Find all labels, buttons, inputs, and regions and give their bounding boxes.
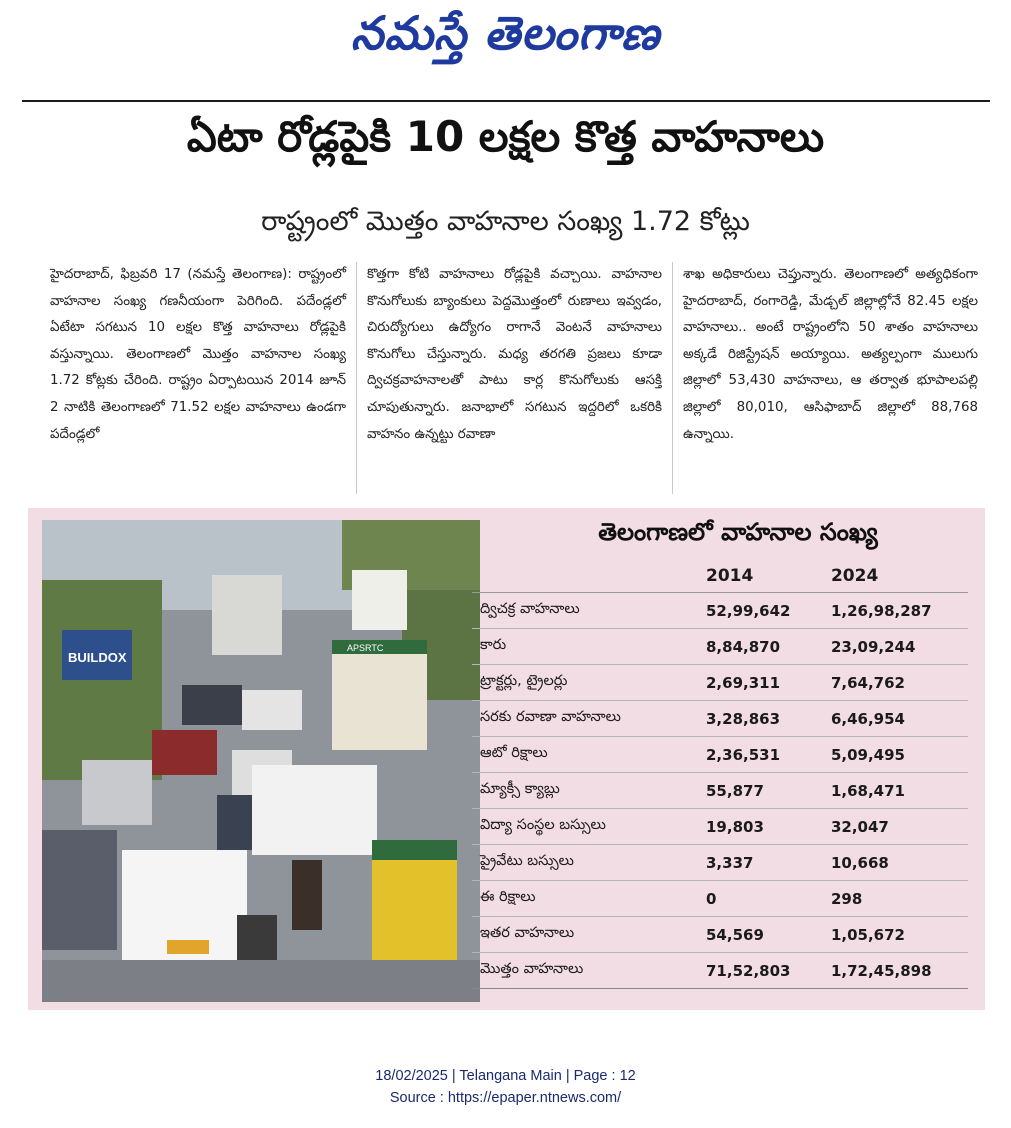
value-2014: 19,803 bbox=[698, 808, 823, 845]
value-2014: 2,69,311 bbox=[698, 664, 823, 701]
table-row: సరకు రవాణా వాహనాలు 3,28,863 6,46,954 bbox=[472, 700, 968, 737]
value-2024: 298 bbox=[822, 880, 968, 917]
table-row: ట్రాక్టర్లు, ట్రైలర్లు 2,69,311 7,64,762 bbox=[472, 664, 968, 701]
row-label: ఇతర వాహనాలు bbox=[472, 916, 698, 953]
table-header-2024: 2024 bbox=[822, 560, 968, 593]
traffic-illustration: BUILDOX APSRTC bbox=[42, 520, 480, 1002]
table-row: ఈ రిక్షాలు 0 298 bbox=[472, 880, 968, 917]
table-row: ఇతర వాహనాలు 54,569 1,05,672 bbox=[472, 916, 968, 953]
value-2024: 10,668 bbox=[822, 844, 968, 881]
traffic-photo: BUILDOX APSRTC bbox=[42, 520, 480, 1002]
row-label: ఈ రిక్షాలు bbox=[472, 880, 698, 917]
value-2024: 1,05,672 bbox=[822, 916, 968, 953]
value-2014: 54,569 bbox=[698, 916, 823, 953]
value-2014: 3,337 bbox=[698, 844, 823, 881]
row-label: సరకు రవాణా వాహనాలు bbox=[472, 700, 698, 737]
footer-edition-info: 18/02/2025 | Telangana Main | Page : 12 bbox=[375, 1068, 636, 1084]
value-2014: 55,877 bbox=[698, 772, 823, 809]
vehicle-count-table: 2014 2024 ద్విచక్ర వాహనాలు 52,99,642 1,26,… bbox=[472, 560, 968, 989]
newspaper-masthead: నమస్తే తెలంగాణ bbox=[350, 6, 661, 60]
value-2024: 32,047 bbox=[822, 808, 968, 845]
row-label: ప్రైవేటు బస్సులు bbox=[472, 844, 698, 881]
value-2024: 1,72,45,898 bbox=[822, 952, 968, 989]
value-2024: 23,09,244 bbox=[822, 628, 968, 665]
table-row-total: మొత్తం వాహనాలు 71,52,803 1,72,45,898 bbox=[472, 952, 968, 989]
table-row: ఆటో రిక్షాలు 2,36,531 5,09,495 bbox=[472, 736, 968, 773]
value-2014: 2,36,531 bbox=[698, 736, 823, 773]
article-body: హైదరాబాద్, ఫిబ్రవరి 17 (నమస్తే తెలంగాణ):… bbox=[40, 262, 988, 494]
masthead-divider bbox=[22, 100, 990, 102]
value-2024: 5,09,495 bbox=[822, 736, 968, 773]
value-2024: 1,68,471 bbox=[822, 772, 968, 809]
table-header-2014: 2014 bbox=[698, 560, 823, 593]
value-2014: 3,28,863 bbox=[698, 700, 823, 737]
table-row: విద్యా సంస్థల బస్సులు 19,803 32,047 bbox=[472, 808, 968, 845]
table-row: కారు 8,84,870 23,09,244 bbox=[472, 628, 968, 665]
photo-sign-text: BUILDOX bbox=[68, 650, 127, 665]
row-label: ద్విచక్ర వాహనాలు bbox=[472, 592, 698, 629]
table-row: ప్రైవేటు బస్సులు 3,337 10,668 bbox=[472, 844, 968, 881]
row-label: విద్యా సంస్థల బస్సులు bbox=[472, 808, 698, 845]
article-column-3: శాఖ అధికారులు చెప్తున్నారు. తెలంగాణలో అత… bbox=[672, 262, 988, 494]
table-row: మ్యాక్సీ క్యాబ్లు 55,877 1,68,471 bbox=[472, 772, 968, 809]
value-2024: 6,46,954 bbox=[822, 700, 968, 737]
photo-bus-text: APSRTC bbox=[347, 643, 384, 653]
value-2014: 0 bbox=[698, 880, 823, 917]
article-headline: ఏటా రోడ్లపైకి 10 లక్షల కొత్త వాహనాలు bbox=[186, 112, 825, 161]
value-2024: 7,64,762 bbox=[822, 664, 968, 701]
value-2014: 52,99,642 bbox=[698, 592, 823, 629]
article-column-2: కొత్తగా కోటి వాహనాలు రోడ్లపైకి వచ్చాయి. … bbox=[356, 262, 672, 494]
value-2014: 8,84,870 bbox=[698, 628, 823, 665]
row-label: ట్రాక్టర్లు, ట్రైలర్లు bbox=[472, 664, 698, 701]
row-label: ఆటో రిక్షాలు bbox=[472, 736, 698, 773]
article-column-1: హైదరాబాద్, ఫిబ్రవరి 17 (నమస్తే తెలంగాణ):… bbox=[50, 267, 346, 442]
footer-source-link[interactable]: Source : https://epaper.ntnews.com/ bbox=[389, 1090, 622, 1106]
table-title: తెలంగాణలో వాహనాల సంఖ్య bbox=[598, 518, 878, 546]
table-header-row: 2014 2024 bbox=[472, 560, 968, 593]
row-label: కారు bbox=[472, 628, 698, 665]
value-2024: 1,26,98,287 bbox=[822, 592, 968, 629]
article-subheadline: రాష్ట్రంలో మొత్తం వాహనాల సంఖ్య 1.72 కోట్… bbox=[261, 206, 750, 237]
row-label: మొత్తం వాహనాలు bbox=[472, 952, 698, 989]
table-header-label bbox=[472, 560, 698, 593]
row-label: మ్యాక్సీ క్యాబ్లు bbox=[472, 772, 698, 809]
infographic-panel: BUILDOX APSRTC తెలంగాణలో వాహనాల సంఖ్య bbox=[28, 508, 985, 1010]
value-2014: 71,52,803 bbox=[698, 952, 823, 989]
table-row: ద్విచక్ర వాహనాలు 52,99,642 1,26,98,287 bbox=[472, 592, 968, 629]
